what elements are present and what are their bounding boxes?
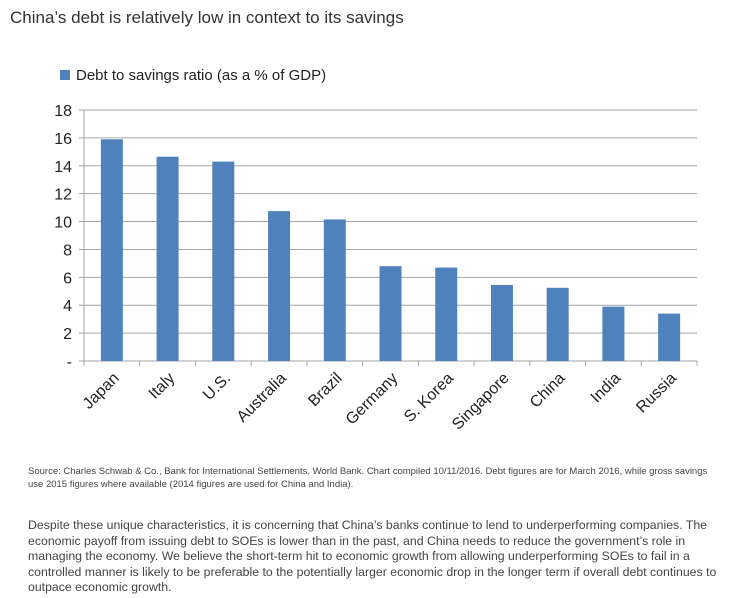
x-tick-label: Brazil: [305, 370, 345, 410]
bar-russia: [658, 313, 681, 361]
body-paragraph: Despite these unique characteristics, it…: [28, 518, 717, 594]
x-tick-label: Germany: [343, 370, 402, 429]
y-tick-label: -: [67, 354, 72, 371]
x-tick-label: Australia: [234, 370, 290, 426]
x-tick-label: Italy: [146, 370, 179, 403]
bar-u-s-: [212, 161, 235, 361]
bar-chart: Debt to savings ratio (as a % of GDP) - 2 4…: [54, 67, 698, 434]
x-tick-label: S. Korea: [401, 370, 457, 426]
x-tick-label: Singapore: [449, 370, 513, 434]
bar-germany: [379, 266, 402, 361]
y-tick-label: 18: [54, 103, 72, 120]
y-tick-label: 8: [63, 242, 72, 259]
y-tick-label: 14: [54, 159, 72, 176]
bar-italy: [156, 156, 179, 361]
y-tick-label: 4: [63, 298, 72, 315]
x-tick-label: Russia: [633, 370, 680, 417]
x-tick-label: India: [588, 370, 625, 407]
x-tick-label: Japan: [80, 370, 123, 413]
y-tick-label: 10: [54, 215, 72, 232]
x-tick-label: China: [527, 370, 569, 412]
y-tick-label: 12: [54, 187, 72, 204]
legend-swatch: [60, 70, 70, 80]
bar-brazil: [323, 219, 346, 361]
bar-singapore: [490, 285, 513, 361]
bar-china: [546, 287, 569, 361]
y-tick-label: 6: [63, 270, 72, 287]
y-tick-label: 16: [54, 131, 72, 148]
bar-s-korea: [435, 267, 458, 361]
source-note: Source: Charles Schwab & Co., Bank for I…: [28, 466, 708, 490]
bar-australia: [268, 211, 291, 361]
bar-japan: [100, 139, 123, 361]
bar-india: [602, 306, 625, 361]
legend-label: Debt to savings ratio (as a % of GDP): [76, 67, 326, 84]
y-tick-label: 2: [63, 326, 72, 343]
x-tick-label: U.S.: [200, 370, 234, 404]
page-title: China’s debt is relatively low in contex…: [10, 8, 404, 27]
